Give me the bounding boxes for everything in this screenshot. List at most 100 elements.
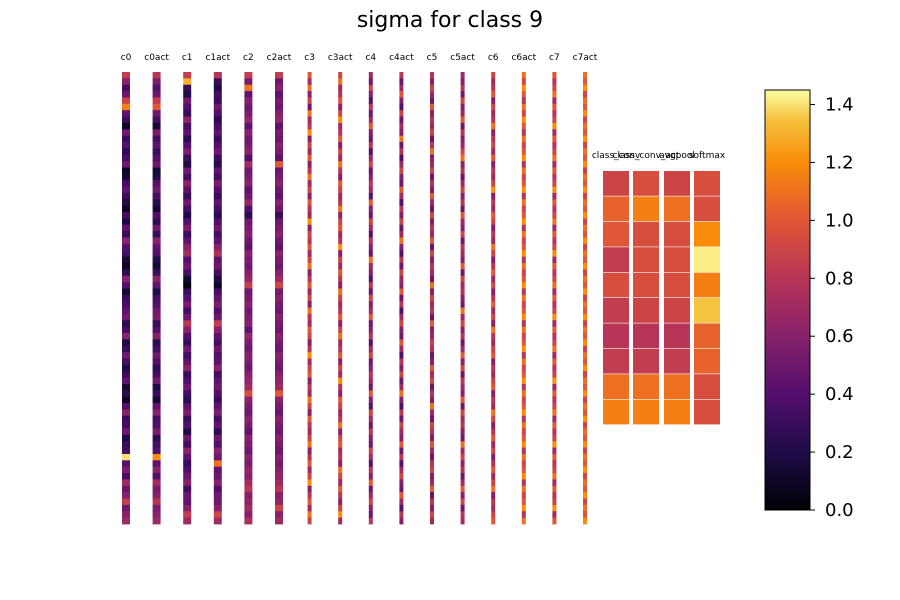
strip-cell [244,243,253,251]
strip-cell [552,453,557,461]
strip-cell [275,313,283,321]
strip-cell [460,173,465,181]
block-cell [633,272,659,298]
strip-cell [275,103,283,111]
strip-cell [368,256,373,264]
strip-cell [307,345,312,353]
strip-cell [430,390,434,398]
strip-cell [244,110,253,117]
strip-cell [275,180,283,187]
strip-cell [583,492,587,499]
strip-cell [460,110,465,117]
strip-cell [244,460,253,468]
strip-cell [583,275,587,283]
strip-cell [399,173,404,181]
strip-cell [583,282,587,289]
strip-cell [338,364,343,372]
strip-cell [399,218,404,226]
strip-cell [521,269,526,277]
strip-cell [430,269,434,277]
strip-cell [213,116,222,124]
strip-cell [368,473,373,480]
strip-cell [491,186,496,194]
strip-cell [338,479,343,487]
strip-cell [338,345,343,353]
strip-cell [521,326,526,334]
strip-cell [183,237,192,245]
strip-cell [244,466,253,474]
strip-cell [152,218,161,226]
strip-cell [275,428,283,436]
strip-cell [552,390,557,398]
strip-cell [583,339,587,347]
strip-cell [399,186,404,194]
strip-cell [338,142,343,149]
strip-cell [122,97,130,105]
strip-cell [307,453,312,461]
strip-cell [583,180,587,187]
strip-cell [338,377,343,385]
strip-cell [368,129,373,137]
strip-cell [244,212,253,219]
strip-cell [552,173,557,181]
strip-cell [521,313,526,321]
strip-cell [583,97,587,105]
strip-cell [399,434,404,442]
strip-cell [521,320,526,328]
strip-cell [521,110,526,117]
strip-cell [552,282,557,289]
strip-cell [183,110,192,117]
strip-cell [122,122,130,130]
strip-cell [183,333,192,340]
strip-c2: c2 [243,53,254,525]
strip-cell [399,479,404,487]
strip-cell [152,485,161,493]
strip-cell [244,326,253,334]
strip-cell [152,224,161,232]
strip-cell [122,288,130,296]
strip-cell [368,371,373,378]
strip-cell [122,326,130,334]
strip-cell [552,447,557,455]
strip-cell [491,371,496,378]
strip-c7: c7 [549,53,560,525]
strip-cell [152,422,161,429]
strip-cell [491,485,496,493]
strip-cell [122,161,130,168]
strip-cell [307,428,312,436]
strip-cell [275,390,283,398]
colorbar-gradient [764,89,811,511]
strip-cell [122,212,130,219]
strip-cell [368,148,373,156]
block-cell [664,272,690,298]
strip-cell [399,110,404,117]
strip-cell [307,167,312,175]
strip-cell [368,307,373,315]
strip-cell [307,473,312,480]
block-cell [694,171,720,196]
strip-cell [552,97,557,105]
strip-cell [491,72,496,79]
strip-cell [183,307,192,315]
strip-cell [152,78,161,86]
strip-cell [552,345,557,353]
strip-cell [152,479,161,487]
strip-cell [368,466,373,474]
strip-cell [307,313,312,321]
strip-cell [583,345,587,353]
strip-cell [152,460,161,468]
strip-cell [583,243,587,251]
strip-cell [152,231,161,238]
strip-cell [430,396,434,404]
strip-c5act: c5act [450,53,475,525]
strip-cell [122,517,130,525]
strip-label: c0 [121,53,132,63]
strip-cell [368,173,373,181]
strip-cell [491,492,496,499]
strip-cell [338,333,343,340]
strip-cell [244,205,253,213]
block-cell [664,171,690,196]
strip-cell [583,72,587,79]
strip-cell [183,339,192,347]
strip-cell [213,453,222,461]
